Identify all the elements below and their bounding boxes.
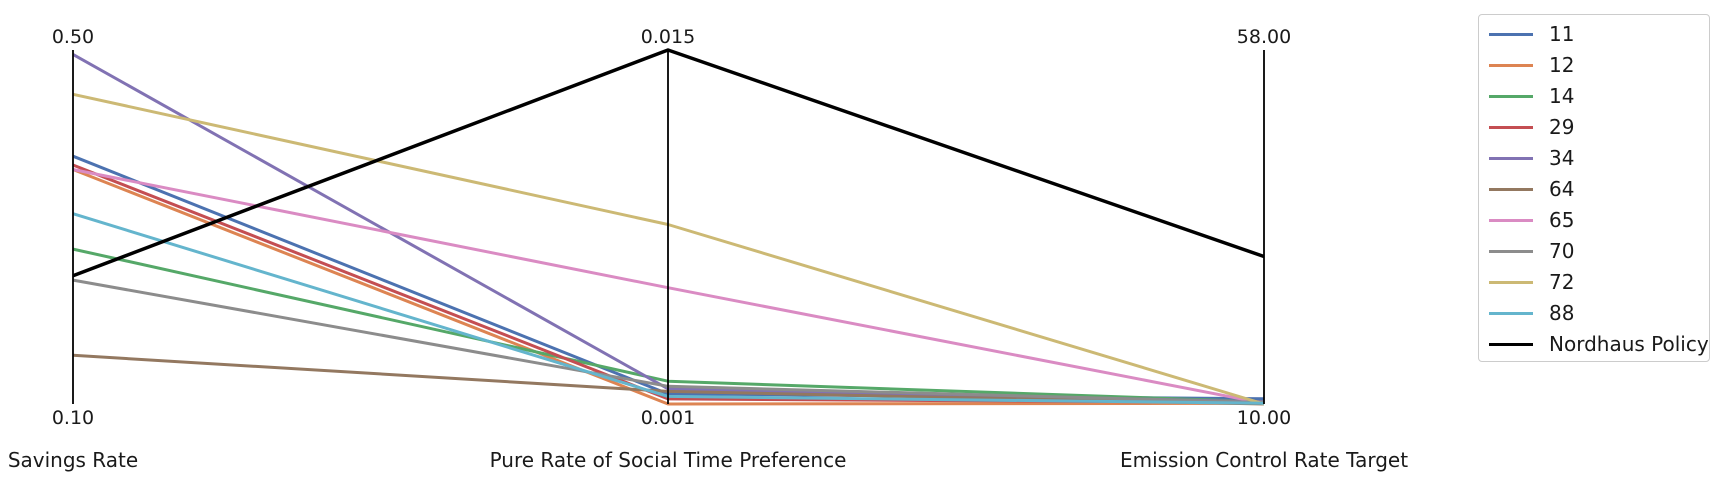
legend-item-72: 72 — [1479, 267, 1709, 297]
legend-item-11: 11 — [1479, 19, 1709, 49]
axis-title: Emission Control Rate Target — [1120, 448, 1408, 472]
legend-item-29: 29 — [1479, 112, 1709, 142]
legend-swatch — [1489, 64, 1533, 67]
legend-label: 29 — [1549, 115, 1575, 139]
axis-min-label: 10.00 — [1237, 407, 1291, 429]
legend-label: 64 — [1549, 177, 1575, 201]
legend: 11 12 14 29 34 64 65 70 72 88 Nordhaus Policy — [1478, 14, 1710, 362]
legend-swatch — [1489, 126, 1533, 129]
legend-swatch — [1489, 157, 1533, 160]
legend-swatch — [1489, 312, 1533, 315]
axis-title: Pure Rate of Social Time Preference — [490, 448, 847, 472]
legend-label: 65 — [1549, 208, 1575, 232]
axis-max-label: 0.015 — [641, 26, 695, 48]
legend-swatch — [1489, 281, 1533, 284]
axis-min-label: 0.10 — [52, 407, 94, 429]
legend-item-nordhaus-policy: Nordhaus Policy — [1479, 329, 1709, 359]
legend-swatch — [1489, 219, 1533, 222]
axis-max-label: 0.50 — [52, 26, 94, 48]
axes: 0.50 0.10 Savings Rate 0.015 0.001 Pure Rate … — [8, 26, 1408, 472]
legend-item-12: 12 — [1479, 50, 1709, 80]
legend-label: 72 — [1549, 270, 1575, 294]
legend-item-88: 88 — [1479, 298, 1709, 328]
legend-item-64: 64 — [1479, 174, 1709, 204]
legend-label: 34 — [1549, 146, 1575, 170]
legend-item-34: 34 — [1479, 143, 1709, 173]
legend-item-14: 14 — [1479, 81, 1709, 111]
legend-label: 14 — [1549, 84, 1575, 108]
axis-max-label: 58.00 — [1237, 26, 1291, 48]
legend-item-70: 70 — [1479, 236, 1709, 266]
axis-title: Savings Rate — [8, 448, 138, 472]
legend-swatch — [1489, 95, 1533, 98]
legend-swatch — [1489, 250, 1533, 253]
legend-swatch — [1489, 188, 1533, 191]
legend-label: 88 — [1549, 301, 1575, 325]
axis-min-label: 0.001 — [641, 407, 695, 429]
legend-item-65: 65 — [1479, 205, 1709, 235]
legend-swatch — [1489, 33, 1533, 36]
legend-swatch — [1489, 343, 1533, 346]
legend-label: 70 — [1549, 239, 1575, 263]
legend-label: 12 — [1549, 53, 1575, 77]
legend-label: Nordhaus Policy — [1549, 332, 1709, 356]
legend-label: 11 — [1549, 22, 1575, 46]
